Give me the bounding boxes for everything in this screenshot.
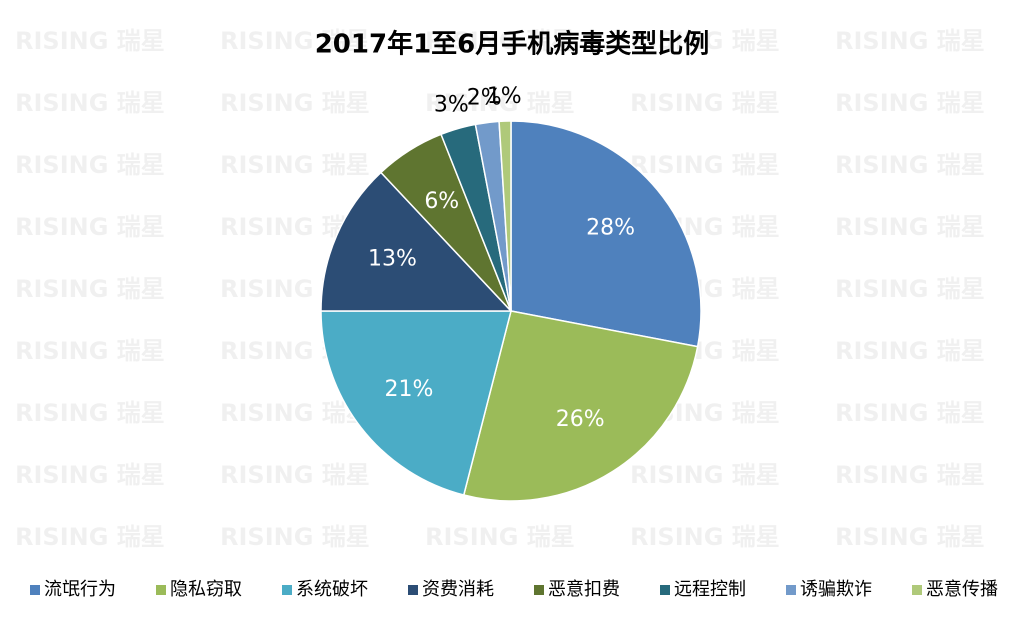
watermark: RISING 瑞星 [15, 337, 165, 365]
watermark: RISING 瑞星 [425, 89, 575, 117]
watermark: RISING 瑞星 [835, 399, 985, 427]
watermark: RISING 瑞星 [630, 27, 780, 55]
pie-slice [320, 310, 512, 496]
legend-swatch [660, 585, 670, 595]
legend-swatch [786, 585, 796, 595]
watermark: RISING 瑞星 [220, 151, 370, 179]
pie-slice [320, 171, 513, 312]
legend-swatch [30, 585, 40, 595]
legend-swatch [408, 585, 418, 595]
watermark: RISING 瑞星 [835, 275, 985, 303]
legend-swatch [534, 585, 544, 595]
watermark: RISING 瑞星 [835, 461, 985, 489]
legend-label: 资费消耗 [422, 579, 494, 600]
watermark: RISING 瑞星 [15, 89, 165, 117]
watermark: RISING 瑞星 [630, 89, 780, 117]
data-label: 26% [556, 407, 605, 432]
watermark: RISING 瑞星 [630, 523, 780, 551]
pie-slice [462, 310, 699, 502]
data-label: 21% [384, 377, 433, 402]
legend-swatch [912, 585, 922, 595]
watermark: RISING 瑞星 [835, 213, 985, 241]
watermark: RISING 瑞星 [15, 213, 165, 241]
watermark: RISING 瑞星 [15, 275, 165, 303]
data-label: 6% [424, 189, 459, 214]
watermark: RISING 瑞星 [220, 461, 370, 489]
data-label: 2% [467, 86, 502, 111]
watermark: RISING 瑞星 [220, 523, 370, 551]
watermark: RISING 瑞星 [425, 523, 575, 551]
legend-label: 流氓行为 [44, 579, 116, 600]
watermark: RISING 瑞星 [425, 27, 575, 55]
watermark: RISING 瑞星 [15, 399, 165, 427]
data-label: 13% [368, 247, 417, 272]
watermark: RISING 瑞星 [835, 523, 985, 551]
watermark: RISING 瑞星 [15, 461, 165, 489]
data-label: 3% [434, 92, 469, 117]
watermark: RISING 瑞星 [220, 27, 370, 55]
watermark: RISING 瑞星 [835, 89, 985, 117]
legend-label: 恶意扣费 [548, 579, 620, 600]
legend-label: 诱骗欺诈 [800, 579, 872, 600]
data-label: 28% [586, 216, 635, 241]
watermark: RISING 瑞星 [835, 151, 985, 179]
legend-label: 恶意传播 [926, 579, 998, 600]
legend-swatch [156, 585, 166, 595]
pie-slice [498, 120, 512, 312]
watermark: RISING 瑞星 [835, 337, 985, 365]
chart-title: 2017年1至6月手机病毒类型比例 [315, 29, 710, 60]
pie-slice [510, 120, 702, 348]
watermark: RISING 瑞星 [630, 461, 780, 489]
legend-label: 隐私窃取 [170, 579, 242, 600]
watermark: RISING 瑞星 [15, 523, 165, 551]
watermark: RISING 瑞星 [835, 27, 985, 55]
watermark: RISING 瑞星 [630, 151, 780, 179]
legend-swatch [282, 585, 292, 595]
legend-label: 远程控制 [674, 579, 746, 600]
watermark: RISING 瑞星 [15, 27, 165, 55]
data-label: 1% [487, 84, 522, 109]
watermark: RISING 瑞星 [15, 151, 165, 179]
watermark: RISING 瑞星 [220, 89, 370, 117]
legend-label: 系统破坏 [296, 579, 368, 600]
